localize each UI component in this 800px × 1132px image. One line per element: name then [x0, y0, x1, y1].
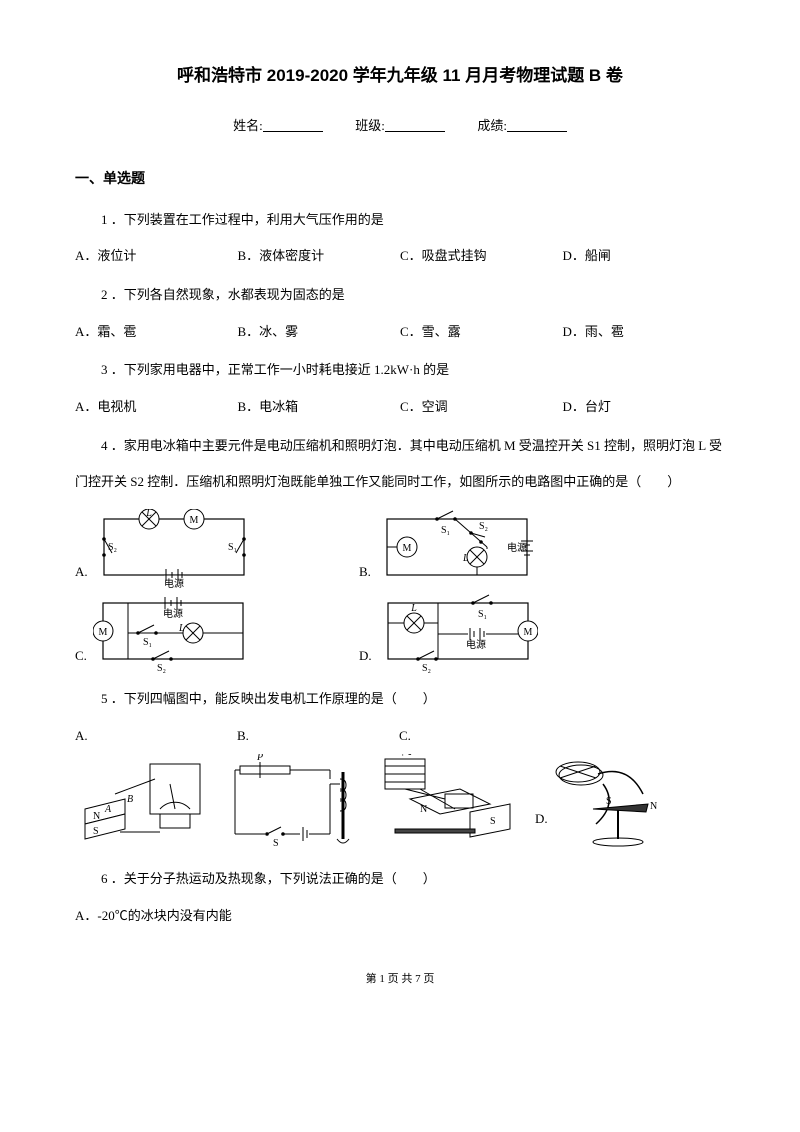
q4-row-ab: A. L M S₁ S₂ 电源 B. M [75, 509, 725, 589]
svg-text:+ -: + - [400, 754, 411, 760]
q1-A: A．液位计 [75, 244, 238, 269]
svg-text:P: P [256, 754, 263, 763]
score-label: 成绩: [477, 118, 507, 133]
svg-text:电源: 电源 [466, 638, 486, 651]
q2-A: A．霜、雹 [75, 320, 238, 345]
q5-D-label: D. [535, 811, 548, 826]
q3-A: A．电视机 [75, 395, 238, 420]
q3-options: A．电视机 B．电冰箱 C．空调 D．台灯 [75, 395, 725, 420]
q3-B: B．电冰箱 [238, 395, 401, 420]
svg-text:L: L [462, 553, 469, 564]
q3-C: C．空调 [400, 395, 563, 420]
svg-text:S₂: S₂ [422, 663, 431, 673]
q4-row-cd: C. 电源 M S₁ L S₂ D. L [75, 593, 725, 673]
q5-img-b-icon: P S [225, 754, 375, 849]
q5-C-label: C. [399, 724, 561, 749]
q3-stem: 3 ．下列家用电器中，正常工作一小时耗电接近 1.2kW·h 的是 [75, 358, 725, 383]
page-title: 呼和浩特市 2019-2020 学年九年级 11 月月考物理试题 B 卷 [75, 60, 725, 92]
class-blank [385, 118, 445, 132]
svg-text:M: M [189, 515, 198, 526]
svg-text:S: S [273, 838, 279, 849]
q4-stem1: 4 ．家用电冰箱中主要元件是电动压缩机和照明灯泡．其中电动压缩机 M 受温控开关… [75, 434, 725, 459]
q2-C: C．雪、露 [400, 320, 563, 345]
q5-B-label: B. [237, 724, 399, 749]
q2-D: D．雨、雹 [563, 320, 726, 345]
svg-text:电源: 电源 [507, 541, 527, 554]
svg-text:S₂: S₂ [157, 663, 166, 673]
circuit-b-icon: M S₁ S₂ L 电源 [377, 509, 537, 589]
svg-text:S₁: S₁ [143, 637, 152, 648]
q5-img-c-icon: + - N S [375, 754, 535, 849]
svg-text:A: A [104, 804, 112, 815]
q4-D-label: D. [359, 644, 372, 673]
svg-text:B: B [127, 794, 133, 805]
svg-text:S₂: S₂ [108, 542, 117, 553]
q3-D: D．台灯 [563, 395, 726, 420]
q1-stem: 1 ．下列装置在工作过程中，利用大气压作用的是 [75, 208, 725, 233]
q1-B: B．液体密度计 [238, 244, 401, 269]
svg-text:L: L [410, 603, 417, 614]
q5-img-d-icon: S N [548, 754, 678, 849]
q4-stem2: 门控开关 S2 控制．压缩机和照明灯泡既能单独工作又能同时工作，如图所示的电路图… [75, 470, 725, 495]
svg-text:S: S [490, 816, 496, 827]
q4-C-label: C. [75, 644, 87, 673]
q4-B-label: B. [359, 560, 371, 589]
q2-stem: 2 ．下列各自然现象，水都表现为固态的是 [75, 283, 725, 308]
q1-C: C．吸盘式挂钩 [400, 244, 563, 269]
q2-B: B．冰、雾 [238, 320, 401, 345]
svg-text:L: L [178, 623, 185, 634]
q5-labels: A. B. C. [75, 724, 725, 749]
svg-text:S₂: S₂ [479, 521, 488, 532]
svg-text:S₁: S₁ [478, 609, 487, 620]
svg-text:N: N [650, 801, 657, 812]
name-label: 姓名: [233, 118, 263, 133]
circuit-c-icon: 电源 M S₁ L S₂ [93, 593, 253, 673]
svg-text:电源: 电源 [164, 577, 184, 589]
q1-options: A．液位计 B．液体密度计 C．吸盘式挂钩 D．船闸 [75, 244, 725, 269]
q6-A: A．-20℃的冰块内没有内能 [75, 904, 725, 929]
svg-text:N: N [93, 811, 100, 822]
q5-img-a-icon: NS B A [75, 754, 225, 849]
svg-text:S: S [606, 796, 612, 807]
svg-text:M: M [98, 627, 107, 638]
q5-stem: 5 ．下列四幅图中，能反映出发电机工作原理的是（ ） [75, 687, 725, 712]
svg-text:S₁: S₁ [228, 542, 237, 553]
class-label: 班级: [355, 118, 385, 133]
q5-images: NS BA P S + - N S D. [75, 754, 725, 849]
svg-text:电源: 电源 [163, 607, 183, 620]
svg-text:M: M [523, 627, 532, 638]
name-blank [263, 118, 323, 132]
q5-A-label: A. [75, 724, 237, 749]
svg-text:L: L [145, 509, 152, 519]
q4-A-label: A. [75, 560, 88, 589]
score-blank [507, 118, 567, 132]
circuit-a-icon: L M S₁ S₂ 电源 [94, 509, 254, 589]
page-footer: 第 1 页 共 7 页 [75, 969, 725, 990]
circuit-d-icon: L S₁ M 电源 S₂ [378, 593, 538, 673]
svg-text:S: S [93, 826, 99, 837]
svg-text:M: M [402, 543, 411, 554]
svg-text:N: N [420, 804, 427, 815]
meta-line: 姓名: 班级: 成绩: [75, 114, 725, 139]
q1-D: D．船闸 [563, 244, 726, 269]
q2-options: A．霜、雹 B．冰、雾 C．雪、露 D．雨、雹 [75, 320, 725, 345]
section-heading-1: 一、单选题 [75, 167, 725, 194]
q6-stem: 6 ．关于分子热运动及热现象，下列说法正确的是（ ） [75, 867, 725, 892]
svg-text:S₁: S₁ [441, 525, 450, 536]
